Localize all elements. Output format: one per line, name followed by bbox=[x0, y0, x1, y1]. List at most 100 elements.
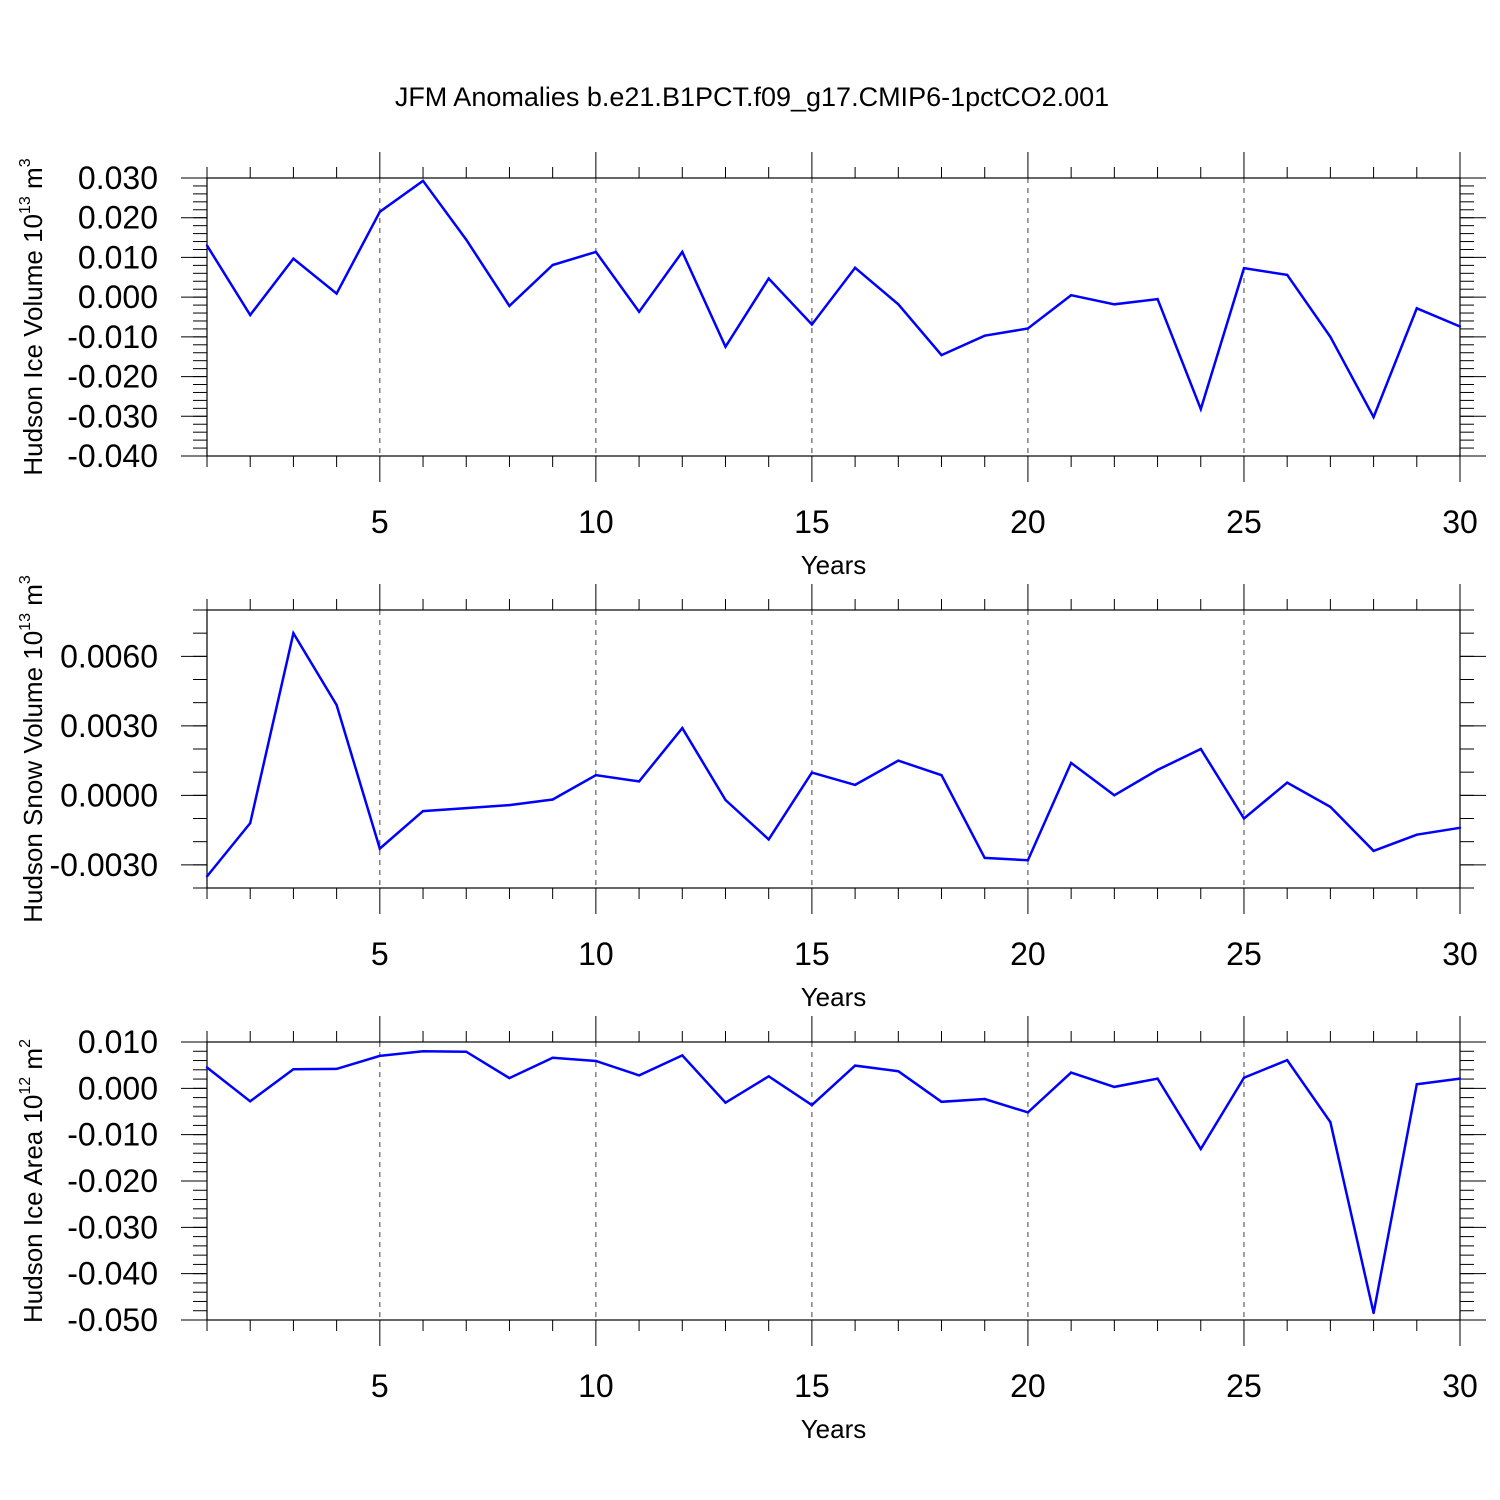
data-point bbox=[421, 179, 425, 182]
data-point bbox=[1069, 293, 1073, 297]
data-point bbox=[983, 1097, 986, 1101]
data-point bbox=[1372, 1311, 1375, 1315]
x-tick-label: 10 bbox=[578, 1368, 614, 1404]
y-tick-label: -0.040 bbox=[67, 1256, 158, 1292]
y-tick-label: -0.050 bbox=[67, 1302, 158, 1338]
data-point bbox=[1242, 1076, 1246, 1079]
data-point bbox=[551, 1056, 554, 1059]
data-point bbox=[1242, 266, 1246, 270]
x-tick-label: 25 bbox=[1226, 1368, 1262, 1404]
data-point bbox=[983, 334, 986, 337]
chart-panels: 5 10 15 20 25 300.0300.0200.0100.000-0.010-0.… bbox=[17, 152, 1486, 1444]
data-point bbox=[1069, 761, 1073, 765]
data-point bbox=[551, 263, 554, 267]
y-tick-label: -0.010 bbox=[67, 1117, 158, 1153]
data-point bbox=[724, 345, 727, 348]
data-point bbox=[1458, 325, 1462, 328]
data-point bbox=[810, 323, 814, 326]
data-point bbox=[1156, 768, 1159, 772]
x-tick-label: 30 bbox=[1442, 936, 1478, 972]
data-point bbox=[465, 238, 468, 241]
data-point bbox=[1113, 303, 1116, 306]
x-tick-label: 5 bbox=[371, 504, 389, 540]
data-point bbox=[810, 1103, 814, 1107]
x-tick-label: 25 bbox=[1226, 504, 1262, 540]
chart-panel-2: 5 10 15 20 25 30 0.0060 0.0030 0.0000 -0.0030 Year… bbox=[17, 575, 1486, 1012]
y-tick-label: 0.000 bbox=[78, 279, 158, 315]
y-tick-label: -0.030 bbox=[67, 1209, 158, 1245]
x-tick-label: 5 bbox=[371, 1368, 389, 1404]
y-tick-label: 0.010 bbox=[78, 239, 158, 275]
data-point bbox=[1415, 307, 1418, 310]
data-point bbox=[1199, 747, 1202, 751]
data-point bbox=[465, 1050, 468, 1053]
data-point bbox=[940, 1100, 943, 1103]
data-point bbox=[1156, 297, 1159, 301]
data-point bbox=[249, 821, 252, 825]
data-point bbox=[292, 1068, 295, 1071]
data-point bbox=[508, 1076, 511, 1080]
figure-title: JFM Anomalies b.e21.B1PCT.f09_g17.CMIP6-… bbox=[395, 82, 1109, 112]
data-point bbox=[1329, 335, 1332, 339]
data-point bbox=[1242, 817, 1246, 820]
y-tick-label: -0.030 bbox=[67, 398, 158, 434]
data-point bbox=[465, 806, 468, 810]
data-point bbox=[853, 1064, 857, 1067]
data-point bbox=[983, 856, 986, 860]
data-point bbox=[1113, 794, 1116, 797]
x-tick-label: 20 bbox=[1010, 1368, 1046, 1404]
x-tick-label: 10 bbox=[578, 936, 614, 972]
data-point bbox=[637, 310, 641, 314]
data-point bbox=[1285, 273, 1289, 277]
plot-frame bbox=[206, 177, 1461, 457]
data-point bbox=[940, 773, 943, 777]
data-point bbox=[551, 798, 554, 801]
y-tick-label: 0.030 bbox=[78, 160, 158, 196]
data-point bbox=[421, 809, 425, 813]
data-point bbox=[1372, 415, 1375, 419]
data-point bbox=[205, 875, 209, 878]
x-tick-label: 20 bbox=[1010, 936, 1046, 972]
data-point bbox=[1285, 781, 1289, 784]
x-axis-label: Years bbox=[801, 1414, 867, 1444]
y-tick-label: 0.020 bbox=[78, 200, 158, 236]
data-line-series bbox=[206, 1050, 1461, 1314]
data-point bbox=[378, 1054, 382, 1058]
data-point bbox=[335, 1067, 338, 1071]
data-point bbox=[681, 726, 684, 730]
x-tick-label: 30 bbox=[1442, 504, 1478, 540]
data-point bbox=[508, 803, 511, 807]
y-tick-label: -0.010 bbox=[67, 319, 158, 355]
data-point bbox=[508, 304, 511, 308]
data-point bbox=[1199, 407, 1202, 411]
data-point bbox=[724, 798, 727, 802]
data-point bbox=[378, 210, 382, 213]
data-point bbox=[205, 1066, 209, 1069]
data-point bbox=[897, 759, 900, 762]
y-tick-label: 0.010 bbox=[78, 1024, 158, 1060]
data-point bbox=[292, 257, 295, 260]
data-point bbox=[940, 353, 943, 357]
data-point bbox=[1156, 1077, 1159, 1080]
data-point bbox=[594, 1059, 598, 1063]
data-point bbox=[767, 277, 770, 280]
x-tick-label: 5 bbox=[371, 936, 389, 972]
data-point bbox=[767, 1075, 770, 1078]
y-tick-label: -0.040 bbox=[67, 438, 158, 474]
data-point bbox=[1415, 833, 1418, 836]
data-point bbox=[1026, 327, 1030, 330]
data-point bbox=[1372, 849, 1375, 853]
data-point bbox=[1026, 1111, 1030, 1114]
data-point bbox=[1329, 1120, 1332, 1124]
data-point bbox=[897, 1069, 900, 1073]
data-point bbox=[335, 703, 338, 707]
data-point bbox=[767, 838, 770, 841]
y-tick-label: 0.000 bbox=[78, 1070, 158, 1106]
data-point bbox=[205, 244, 209, 247]
x-tick-label: 15 bbox=[794, 1368, 830, 1404]
data-point bbox=[853, 266, 857, 269]
data-point bbox=[1113, 1085, 1116, 1089]
data-point bbox=[1026, 859, 1030, 862]
